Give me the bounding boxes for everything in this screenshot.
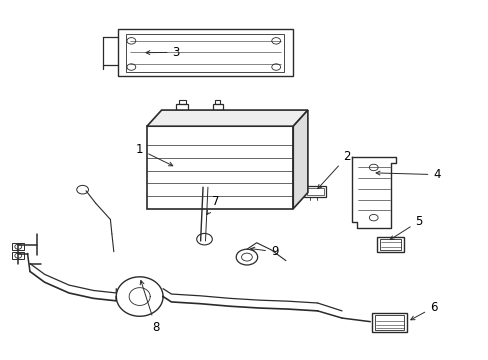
- Bar: [376, 237, 403, 252]
- Bar: [178, 100, 185, 104]
- Bar: [306, 188, 324, 195]
- Bar: [12, 252, 24, 259]
- Bar: [12, 243, 24, 250]
- Bar: [147, 126, 293, 209]
- Bar: [374, 315, 404, 330]
- Polygon shape: [293, 110, 307, 209]
- Text: 8: 8: [140, 280, 159, 333]
- Text: 5: 5: [389, 215, 422, 240]
- Bar: [215, 100, 220, 104]
- Text: 3: 3: [146, 46, 180, 59]
- Bar: [304, 186, 326, 197]
- Text: 7: 7: [206, 195, 220, 215]
- Bar: [379, 239, 400, 249]
- Bar: [126, 34, 284, 72]
- Text: 6: 6: [410, 301, 437, 320]
- Polygon shape: [147, 110, 307, 126]
- Bar: [118, 30, 293, 76]
- Text: 4: 4: [375, 168, 440, 181]
- Bar: [212, 104, 222, 110]
- Text: 1: 1: [136, 143, 172, 166]
- Text: 2: 2: [317, 150, 350, 189]
- Text: 9: 9: [250, 245, 278, 258]
- Bar: [371, 313, 407, 332]
- Bar: [176, 104, 188, 110]
